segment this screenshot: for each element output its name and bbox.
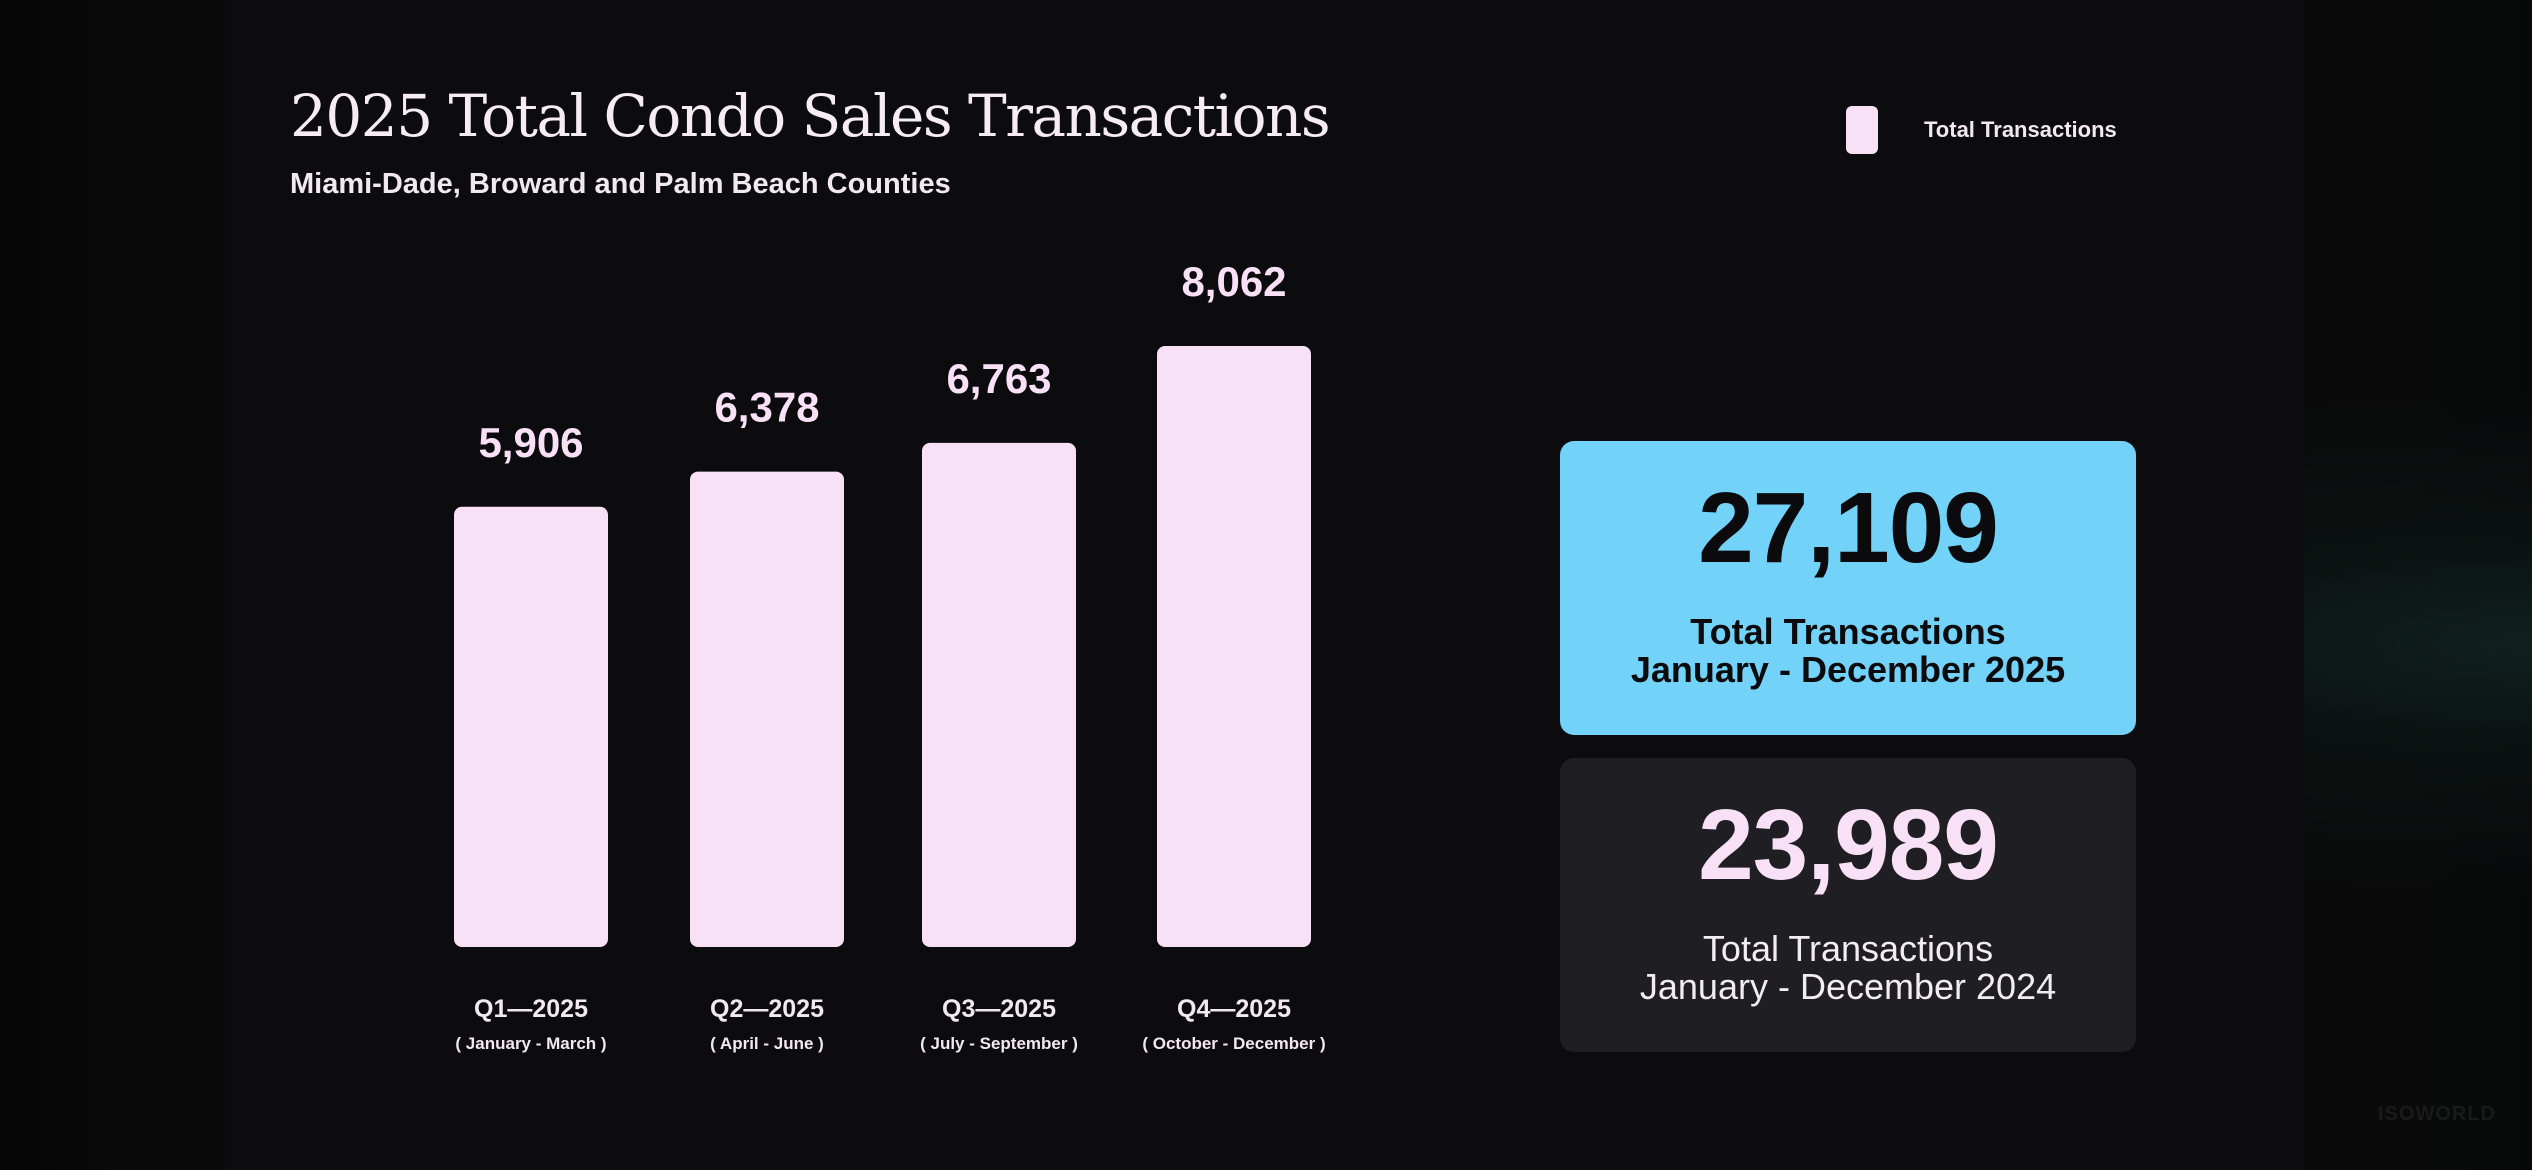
category-range-label-4: ( October - December ) (1142, 1034, 1325, 1053)
bar-1 (454, 506, 608, 947)
total-2025-label-line2: January - December 2025 (1630, 649, 2066, 690)
total-2024-card: 23,989 Total Transactions January - Dece… (1560, 758, 2136, 1052)
category-range-label-3: ( July - September ) (920, 1034, 1078, 1053)
category-label-1: Q1—2025 (474, 995, 588, 1023)
total-2024-label-line1: Total Transactions (1702, 928, 1994, 969)
category-range-label-1: ( January - March ) (455, 1034, 606, 1053)
bar-2 (690, 471, 844, 947)
legend-swatch (1846, 106, 1878, 154)
watermark: ISOWORLD (2378, 1103, 2496, 1125)
total-2025-label-line1: Total Transactions (1690, 611, 2006, 652)
legend: Total Transactions (1846, 106, 2117, 154)
chart-subtitle: Miami-Dade, Broward and Palm Beach Count… (290, 168, 951, 200)
legend-label: Total Transactions (1924, 117, 2117, 142)
bar-value-label-4: 8,062 (1181, 258, 1286, 305)
bar-4 (1157, 346, 1311, 947)
total-2024-value: 23,989 (1698, 789, 1999, 901)
total-2024-label: Total Transactions January - December 20… (1560, 930, 2136, 1006)
chart-title: 2025 Total Condo Sales Transactions (290, 82, 1331, 150)
bar-value-label-3: 6,763 (946, 355, 1051, 402)
total-2025-label: Total Transactions January - December 20… (1560, 613, 2136, 689)
total-2025-value: 27,109 (1698, 472, 1999, 584)
category-range-label-2: ( April - June ) (710, 1034, 824, 1053)
total-2024-label-line2: January - December 2024 (1639, 966, 2057, 1007)
category-label-4: Q4—2025 (1177, 995, 1291, 1023)
category-label-3: Q3—2025 (942, 995, 1056, 1023)
category-label-2: Q2—2025 (710, 995, 824, 1023)
total-2025-card: 27,109 Total Transactions January - Dece… (1560, 441, 2136, 735)
bar-value-label-2: 6,378 (714, 384, 819, 431)
bar-value-label-1: 5,906 (478, 419, 583, 466)
bar-3 (922, 442, 1076, 947)
